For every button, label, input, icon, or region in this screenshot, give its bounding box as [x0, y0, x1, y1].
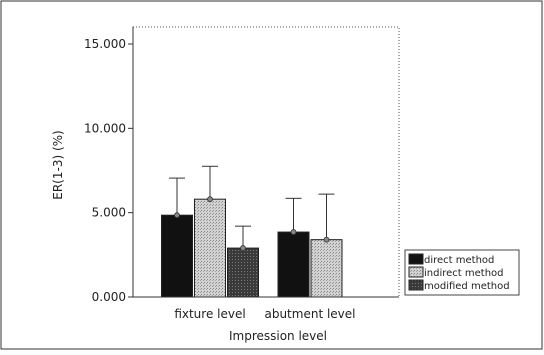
x-ticks: fixture level abutment level [174, 307, 355, 321]
legend-items: direct method indirect method modified met… [408, 253, 510, 292]
x-tick-label: abutment level [264, 307, 355, 321]
legend-label: direct method [424, 255, 494, 266]
legend-frame [404, 249, 520, 296]
legend-label: modified method [424, 281, 510, 292]
legend-swatch [408, 266, 424, 278]
bar-direct-method-0 [161, 214, 193, 298]
mean-marker [290, 229, 297, 235]
bar-direct-method-1 [277, 231, 310, 298]
legend: direct method indirect method modified met… [404, 249, 520, 296]
y-tick-label: 5.000 [92, 206, 126, 220]
y-axis-title: ER(1-3) (%) [51, 130, 65, 199]
x-axis-title: Impression level [229, 329, 327, 343]
bar-indirect-method-0 [194, 198, 226, 298]
bar-modified-method-0 [227, 247, 259, 298]
y-tick-label: 15.000 [84, 37, 126, 51]
mean-marker [174, 212, 180, 219]
mean-marker [207, 196, 213, 203]
bar-indirect-method-1 [310, 239, 343, 298]
error-bars-layer [169, 165, 335, 251]
legend-swatch [408, 253, 424, 265]
x-tick-label: fixture level [174, 307, 245, 321]
legend-swatch [408, 279, 424, 291]
legend-label: indirect method [424, 268, 504, 279]
mean-marker [323, 236, 330, 243]
mean-marker [240, 245, 246, 251]
y-tick-label: 0.000 [92, 290, 126, 304]
y-ticks: 0.000 5.000 10.000 15.000 [84, 37, 133, 304]
y-tick-label: 10.000 [84, 121, 126, 135]
